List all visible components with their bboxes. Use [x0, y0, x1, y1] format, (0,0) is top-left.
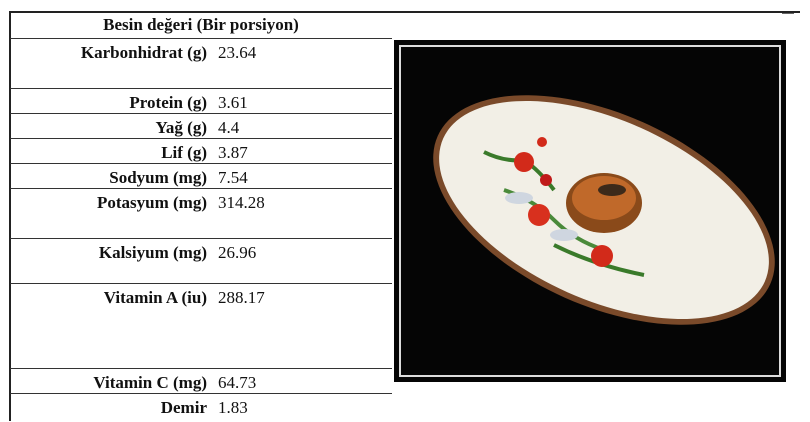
row-label: Karbonhidrat (g)	[80, 43, 207, 62]
row-label: Yağ (g)	[155, 118, 207, 137]
row-label: Demir	[160, 398, 207, 417]
row-value: 4.4	[218, 118, 240, 137]
table-row: Lif (g) 3.87	[10, 138, 392, 164]
food-photo	[394, 40, 786, 382]
table-row: Demir 1.83	[10, 393, 392, 422]
row-label: Potasyum (mg)	[96, 193, 207, 212]
left-border	[9, 11, 11, 421]
row-value: 3.87	[218, 143, 248, 162]
row-label: Protein (g)	[129, 93, 207, 112]
row-value: 288.17	[218, 288, 265, 307]
row-value: 7.54	[218, 168, 248, 187]
table-row: Vitamin C (mg) 64.73	[10, 368, 392, 394]
row-label: Kalsiyum (mg)	[98, 243, 207, 262]
table-row: Yağ (g) 4.4	[10, 113, 392, 139]
row-label: Sodyum (mg)	[109, 168, 207, 187]
corner-mark	[782, 13, 794, 14]
table-row: Vitamin A (iu) 288.17	[10, 283, 392, 369]
row-value: 3.61	[218, 93, 248, 112]
row-value: 23.64	[218, 43, 257, 62]
row-value: 26.96	[218, 243, 257, 262]
row-label: Lif (g)	[161, 143, 207, 162]
table-row: Kalsiyum (mg) 26.96	[10, 238, 392, 284]
row-label: Vitamin A (iu)	[103, 288, 207, 307]
row-value: 1.83	[218, 398, 248, 417]
top-border	[10, 11, 800, 13]
row-value: 314.28	[218, 193, 265, 212]
table-title: Besin değeri (Bir porsiyon)	[103, 15, 299, 34]
table-row: Protein (g) 3.61	[10, 88, 392, 114]
table-row: Potasyum (mg) 314.28	[10, 188, 392, 239]
table-row: Sodyum (mg) 7.54	[10, 163, 392, 189]
row-value: 64.73	[218, 373, 257, 392]
row-label: Vitamin C (mg)	[93, 373, 207, 392]
table-row: Karbonhidrat (g) 23.64	[10, 38, 392, 89]
